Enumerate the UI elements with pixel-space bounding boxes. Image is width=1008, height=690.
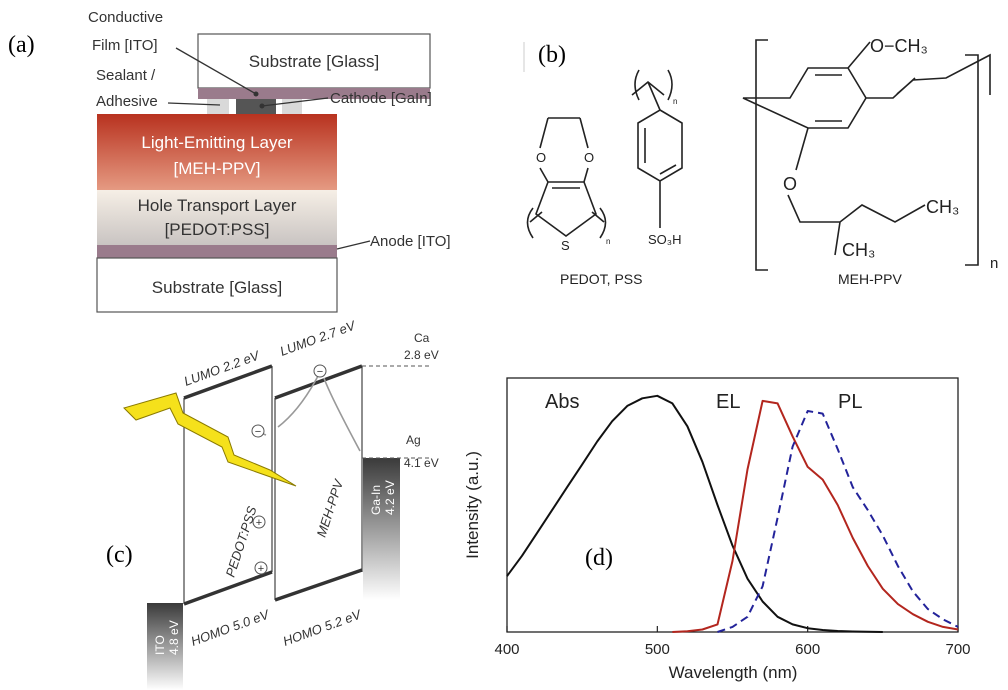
- charge-symbol: −: [255, 426, 261, 438]
- atom: n: [606, 237, 610, 246]
- leader-line: [337, 241, 370, 249]
- page: PLED figure { "panels": { "a": { "label"…: [0, 0, 1008, 690]
- callout: Film [ITO]: [92, 37, 158, 54]
- atom: n: [673, 97, 677, 106]
- leader-dot: [254, 92, 259, 97]
- curve-label: PL: [838, 391, 862, 413]
- compound-name: MEH-PPV: [838, 271, 902, 287]
- atom: O: [536, 150, 546, 165]
- callout: Cathode [GaIn]: [330, 90, 432, 107]
- y-axis-label: Intensity (a.u.): [463, 451, 482, 559]
- atom: n: [990, 255, 998, 272]
- energy-level: [275, 570, 362, 600]
- atom: SO₃H: [648, 232, 681, 247]
- atom: CH₃: [842, 240, 875, 260]
- electrode-label: ITO: [153, 635, 167, 655]
- polymer-bracket: [756, 40, 978, 270]
- compound-name: PEDOT, PSS: [560, 271, 642, 287]
- layer-name: PEDOT:PSS: [223, 504, 260, 579]
- cathode: [236, 99, 276, 114]
- x-tick-label: 700: [945, 641, 970, 658]
- atom: O: [584, 150, 594, 165]
- energy-label: HOMO 5.2 eV: [281, 606, 364, 648]
- panel-label: (c): [106, 542, 133, 568]
- plot-frame: [507, 378, 958, 632]
- charge-symbol: +: [256, 517, 262, 529]
- electrode-label: 4.2 eV: [383, 480, 397, 515]
- spectrum-line: [507, 396, 883, 632]
- panel-a: (a) Substrate [Glass] Light-Emitting Lay…: [8, 9, 451, 312]
- layer-label: [MEH-PPV]: [174, 159, 261, 178]
- leader-dot: [260, 104, 265, 109]
- energy-label: LUMO 2.7 eV: [278, 317, 358, 358]
- panel-d: (d) Wavelength (nm) Intensity (a.u.) 400…: [463, 378, 971, 682]
- layer-label: Hole Transport Layer: [138, 196, 297, 215]
- gain-electrode: [363, 458, 400, 600]
- body: (a) Substrate [Glass] Light-Emitting Lay…: [0, 0, 1008, 690]
- work-function-label: 4.1 eV: [404, 456, 439, 470]
- light-emission: [124, 393, 296, 486]
- spectrum-line: [672, 401, 958, 632]
- callout: Adhesive: [96, 93, 158, 110]
- anode: [97, 245, 337, 258]
- meh-ppv-structure: [743, 42, 990, 255]
- atom: CH₃: [926, 197, 959, 217]
- callout: Anode [ITO]: [370, 233, 451, 250]
- pedot-structure: [530, 118, 604, 236]
- atom: O−CH₃: [870, 36, 928, 56]
- layer-label: Light-Emitting Layer: [141, 133, 293, 152]
- layer-name: MEH-PPV: [314, 477, 347, 539]
- sealant: [207, 99, 229, 114]
- atom: O: [783, 174, 797, 194]
- figure: (a) Substrate [Glass] Light-Emitting Lay…: [0, 0, 1008, 690]
- work-function-label: Ag: [406, 433, 421, 447]
- charge-symbol: −: [317, 366, 323, 378]
- charge-symbol: +: [258, 563, 264, 575]
- layer-label: Substrate [Glass]: [249, 52, 379, 71]
- energy-label: HOMO 5.0 eV: [189, 606, 272, 648]
- x-tick-label: 400: [494, 641, 519, 658]
- callout: Sealant /: [96, 67, 156, 84]
- x-tick-label: 600: [795, 641, 820, 658]
- layer-label: Substrate [Glass]: [152, 278, 282, 297]
- work-function-label: 2.8 eV: [404, 348, 439, 362]
- panel-c: ITO 4.8 eV Ga-In 4.2 eV − − + + LUMO 2.2…: [106, 317, 439, 690]
- curve-label: Abs: [545, 391, 579, 413]
- panel-label: (d): [585, 545, 613, 571]
- panel-label: (b): [538, 42, 566, 68]
- curve-label: EL: [716, 391, 740, 413]
- x-axis-label: Wavelength (nm): [669, 663, 798, 682]
- panel-label: (a): [8, 32, 35, 58]
- layer-label: [PEDOT:PSS]: [165, 220, 270, 239]
- work-function-label: Ca: [414, 331, 430, 345]
- panel-b: (b) O O S n n SO₃H PEDOT, PSS O−CH₃ O CH…: [524, 36, 998, 287]
- electrode-label: Ga-In: [369, 485, 383, 515]
- electrode-label: 4.8 eV: [167, 620, 181, 655]
- light-emitting-layer: [97, 114, 337, 190]
- atom: S: [561, 238, 570, 253]
- callout: Conductive: [88, 9, 163, 26]
- x-tick-label: 500: [645, 641, 670, 658]
